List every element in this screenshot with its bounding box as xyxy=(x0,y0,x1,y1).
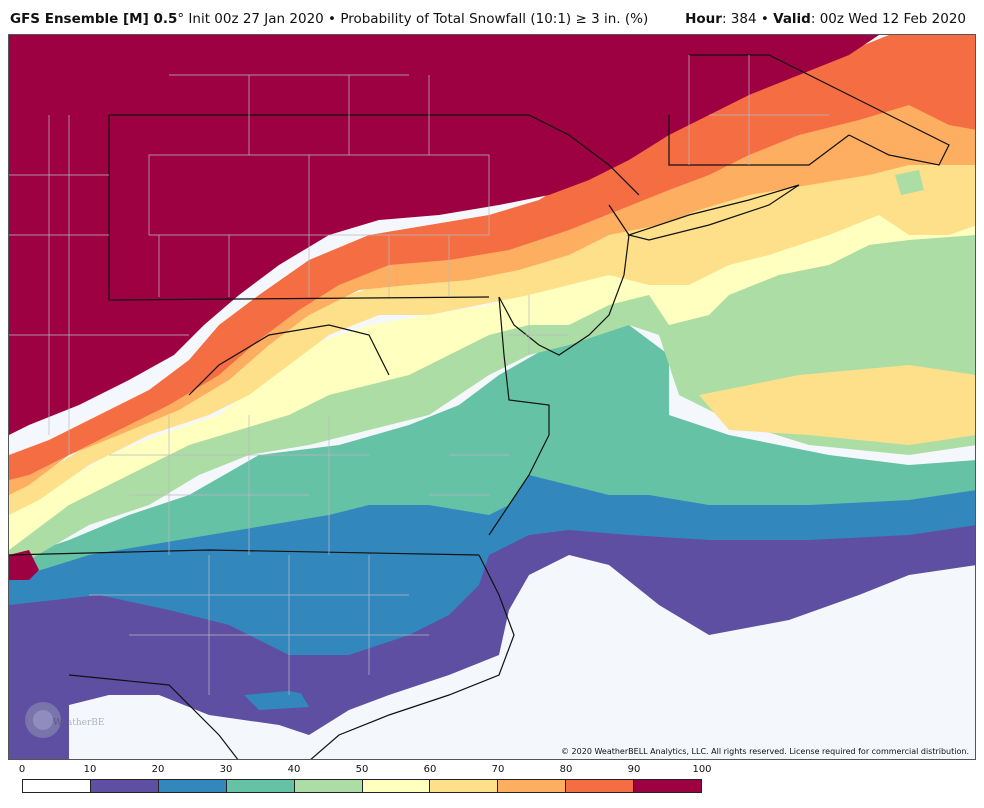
valid-time: Hour: 384 • Valid: 00z Wed 12 Feb 2020 xyxy=(685,11,966,27)
va-nc-border xyxy=(9,549,480,556)
legend-swatch-8 xyxy=(566,780,635,792)
valid-value: : 00z Wed 12 Feb 2020 xyxy=(810,11,966,27)
valid-label: Valid xyxy=(773,11,811,27)
logo-text: WeatherBELL xyxy=(53,718,105,728)
nj-coast xyxy=(498,204,630,356)
patch-teal-ocean xyxy=(895,170,924,195)
nc-coast xyxy=(310,554,515,759)
band-10 xyxy=(9,495,975,759)
ma-coast xyxy=(689,54,950,166)
legend-swatch-5 xyxy=(362,780,431,792)
ny-ct-border xyxy=(668,115,850,166)
threshold-label: 3 in. (%) xyxy=(586,11,649,27)
legend-swatch-9 xyxy=(634,780,702,792)
map-title: GFS Ensemble [M] 0.5° Init 00z 27 Jan 20… xyxy=(10,11,648,27)
legend-tick-40: 40 xyxy=(287,764,301,775)
ge-symbol: ≥ xyxy=(575,11,587,27)
legend-tick-60: 60 xyxy=(423,764,437,775)
legend-swatch-1 xyxy=(90,780,159,792)
patch-purple-inland xyxy=(139,645,309,695)
delmarva-coast xyxy=(488,296,550,536)
patch-blue-south xyxy=(244,690,309,710)
legend-swatch-4 xyxy=(294,780,363,792)
legend-swatch-2 xyxy=(158,780,227,792)
band-30 xyxy=(9,325,975,580)
legend-swatch-0 xyxy=(23,780,91,792)
model-name: GFS Ensemble [M] 0.5 xyxy=(10,11,178,27)
legend-tick-70: 70 xyxy=(491,764,505,775)
snowfall-probability-map: WeatherBELL © 2020 WeatherBELL Analytics… xyxy=(8,34,976,760)
color-legend: 0 10 20 30 40 50 60 70 80 90 100 xyxy=(18,764,712,800)
product-name: Probability of Total Snowfall (10:1) xyxy=(340,11,576,27)
bullet-separator: • xyxy=(323,11,341,27)
weatherbell-logo: WeatherBELL xyxy=(25,702,105,738)
band-80 xyxy=(9,35,975,480)
patch-yellow-ocean xyxy=(699,365,975,445)
legend-tick-80: 80 xyxy=(559,764,573,775)
legend-tick-90: 90 xyxy=(627,764,641,775)
band-90-west xyxy=(9,550,39,580)
legend-swatch-7 xyxy=(498,780,567,792)
legend-swatch-6 xyxy=(430,780,499,792)
pa-south-border xyxy=(108,296,490,301)
init-time: Init 00z 27 Jan 2020 xyxy=(184,11,324,27)
legend-tick-100: 100 xyxy=(692,764,712,775)
long-island xyxy=(626,184,800,241)
band-90 xyxy=(9,35,879,435)
hour-label: Hour xyxy=(685,11,722,27)
legend-tick-0: 0 xyxy=(18,764,26,775)
map-header: GFS Ensemble [M] 0.5° Init 00z 27 Jan 20… xyxy=(0,0,984,34)
legend-tick-30: 30 xyxy=(219,764,233,775)
md-south xyxy=(188,324,390,396)
hour-value: : 384 • xyxy=(721,11,774,27)
legend-ticks: 0 10 20 30 40 50 60 70 80 90 100 xyxy=(18,764,712,778)
copyright-notice: © 2020 WeatherBELL Analytics, LLC. All r… xyxy=(561,747,969,756)
state-borders xyxy=(9,54,950,759)
legend-tick-50: 50 xyxy=(355,764,369,775)
county-lines xyxy=(9,55,829,695)
degree-symbol: ° xyxy=(177,11,185,27)
legend-tick-10: 10 xyxy=(83,764,97,775)
legend-swatch-3 xyxy=(226,780,295,792)
legend-tick-20: 20 xyxy=(151,764,165,775)
nc-sc-border xyxy=(68,674,239,759)
map-canvas xyxy=(9,35,975,759)
pa-ny-border xyxy=(109,114,640,196)
band-60 xyxy=(9,95,975,515)
legend-colorbar xyxy=(22,779,702,793)
